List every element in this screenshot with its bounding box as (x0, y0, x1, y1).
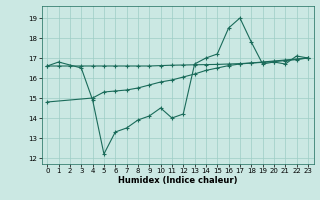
X-axis label: Humidex (Indice chaleur): Humidex (Indice chaleur) (118, 176, 237, 185)
